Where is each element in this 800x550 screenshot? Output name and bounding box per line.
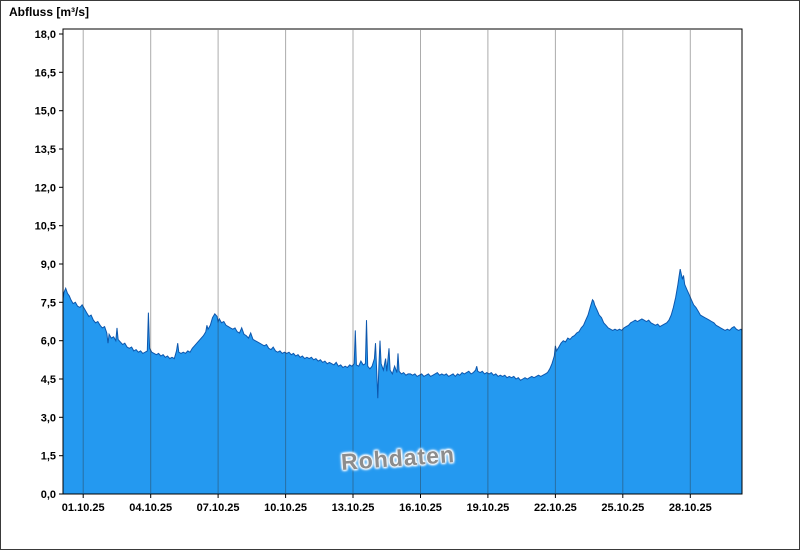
discharge-area — [63, 269, 742, 494]
x-tick-label: 10.10.25 — [264, 502, 307, 514]
y-tick-label: 13,5 — [35, 144, 56, 156]
plot-border — [62, 28, 743, 495]
y-tick-label: 18,0 — [35, 29, 56, 41]
x-tick-label: 16.10.25 — [399, 502, 442, 514]
discharge-line — [62, 268, 743, 399]
x-tick-label: 28.10.25 — [669, 502, 712, 514]
y-tick-label: 1,5 — [41, 451, 56, 463]
y-tick-label: 15,0 — [35, 106, 56, 118]
x-tick-label: 01.10.25 — [62, 502, 105, 514]
y-tick-label: 7,5 — [41, 297, 56, 309]
x-tick-label: 04.10.25 — [129, 502, 172, 514]
y-tick-label: 9,0 — [41, 259, 56, 271]
y-tick-label: 12,0 — [35, 182, 56, 194]
y-axis-title: Abfluss [m³/s] — [9, 5, 90, 19]
y-tick-label: 16,5 — [35, 67, 56, 79]
y-tick-label: 10,5 — [35, 221, 56, 233]
x-tick-label: 07.10.25 — [197, 502, 240, 514]
x-tick-label: 13.10.25 — [332, 502, 375, 514]
x-tick-label: 22.10.25 — [534, 502, 577, 514]
x-tick-label: 25.10.25 — [601, 502, 644, 514]
x-tick-label: 19.10.25 — [466, 502, 509, 514]
y-tick-label: 3,0 — [41, 412, 56, 424]
y-tick-label: 0,0 — [41, 489, 56, 501]
y-tick-label: 6,0 — [41, 336, 56, 348]
y-tick-label: 4,5 — [41, 374, 56, 386]
